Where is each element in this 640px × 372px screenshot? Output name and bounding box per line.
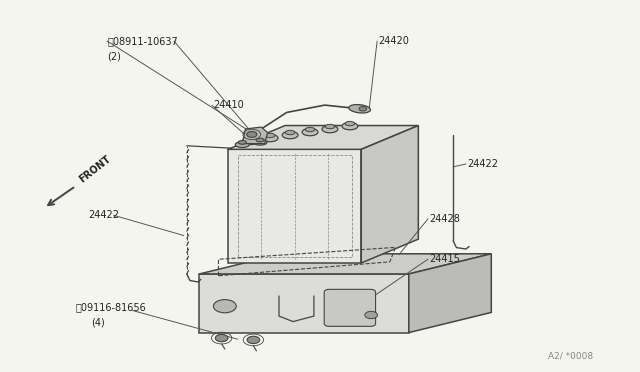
Ellipse shape	[246, 136, 255, 141]
Polygon shape	[361, 125, 419, 263]
Polygon shape	[228, 149, 361, 263]
Text: FRONT: FRONT	[77, 153, 113, 184]
Text: A2/ *0008: A2/ *0008	[548, 352, 593, 361]
Ellipse shape	[302, 128, 318, 136]
FancyBboxPatch shape	[324, 289, 376, 326]
Circle shape	[215, 334, 228, 342]
Ellipse shape	[325, 124, 335, 129]
Ellipse shape	[342, 122, 358, 130]
Ellipse shape	[266, 133, 275, 138]
Ellipse shape	[349, 105, 371, 113]
Ellipse shape	[262, 134, 278, 142]
Ellipse shape	[243, 137, 258, 145]
Ellipse shape	[236, 142, 249, 148]
Ellipse shape	[322, 125, 338, 133]
Polygon shape	[200, 274, 409, 333]
Polygon shape	[200, 254, 492, 274]
Text: (2): (2)	[108, 52, 122, 62]
Polygon shape	[409, 254, 492, 333]
Text: 24420: 24420	[378, 36, 409, 46]
Polygon shape	[228, 125, 419, 149]
Circle shape	[247, 336, 260, 344]
Text: ⓝ08911-10637: ⓝ08911-10637	[108, 36, 178, 46]
Ellipse shape	[345, 121, 355, 126]
Text: 24410: 24410	[213, 100, 244, 110]
Polygon shape	[243, 127, 268, 144]
Text: 24415: 24415	[429, 254, 460, 264]
Text: 24422: 24422	[467, 159, 498, 169]
Circle shape	[247, 131, 257, 137]
Circle shape	[365, 311, 378, 319]
Ellipse shape	[238, 141, 246, 144]
Text: 24428: 24428	[429, 214, 460, 224]
Ellipse shape	[253, 139, 267, 145]
Circle shape	[359, 106, 367, 111]
Ellipse shape	[285, 130, 295, 135]
Text: Ⓒ09116-81656: Ⓒ09116-81656	[76, 303, 147, 312]
Ellipse shape	[305, 127, 315, 132]
Circle shape	[213, 299, 236, 313]
Text: (4): (4)	[92, 317, 106, 327]
Ellipse shape	[282, 131, 298, 139]
Text: 24422: 24422	[88, 210, 120, 220]
Ellipse shape	[256, 138, 264, 142]
